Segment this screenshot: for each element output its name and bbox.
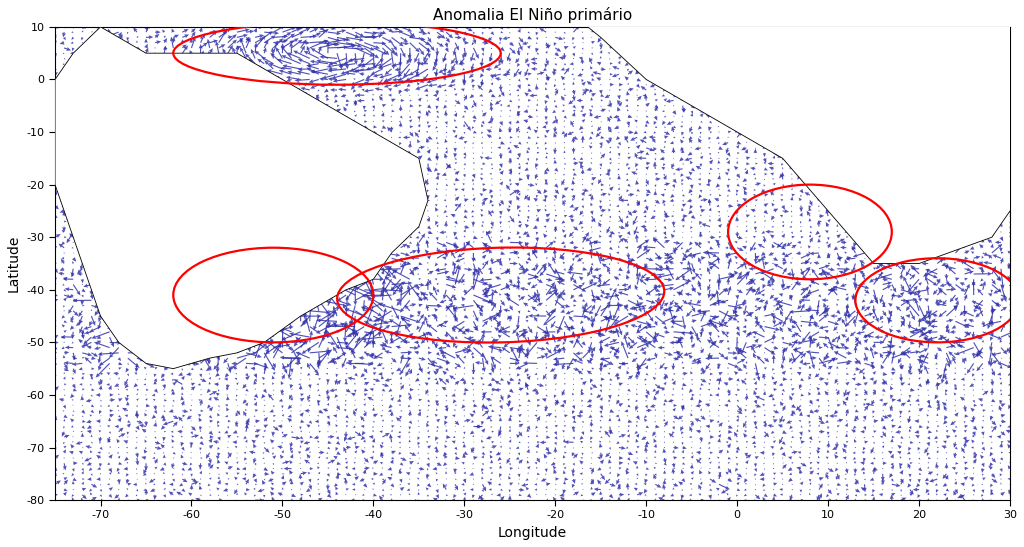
Y-axis label: Latitude: Latitude xyxy=(7,235,20,292)
X-axis label: Longitude: Longitude xyxy=(498,526,567,540)
Polygon shape xyxy=(55,27,428,369)
Title: Anomalia El Niño primário: Anomalia El Niño primário xyxy=(433,7,632,23)
Polygon shape xyxy=(555,0,1024,264)
